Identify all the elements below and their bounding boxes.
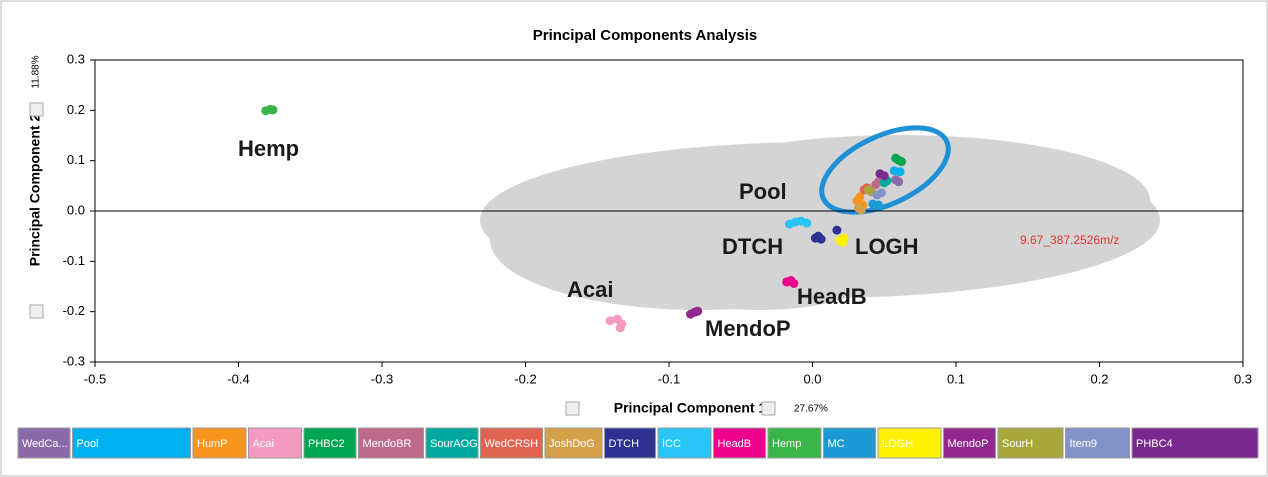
y-tick-label: 0.1 <box>67 152 85 167</box>
x-tick-label: -0.2 <box>514 371 536 386</box>
point <box>832 225 842 235</box>
legend-label: Hemp <box>772 438 801 450</box>
point <box>874 200 884 210</box>
point <box>891 175 901 185</box>
legend-swatch <box>303 427 357 459</box>
legend-swatch <box>713 427 766 459</box>
x-axis-label: Principal Component 1 <box>614 400 767 416</box>
x-tick-label: 0.1 <box>947 371 965 386</box>
legend-label: WedCa... <box>22 438 68 450</box>
annotation: 9.67_387.2526m/z <box>1020 233 1119 247</box>
point <box>871 180 881 190</box>
legend-swatch <box>657 427 712 459</box>
scroll-button[interactable] <box>29 304 44 319</box>
legend-label: PHBC4 <box>1136 438 1173 450</box>
point <box>896 157 906 167</box>
scroll-button[interactable] <box>29 102 44 117</box>
legend-swatch <box>17 427 71 459</box>
legend-label: HumP <box>197 438 228 450</box>
legend-label: Pool <box>77 438 99 450</box>
highlight-ellipse <box>819 125 951 215</box>
point <box>889 166 899 176</box>
point <box>879 171 889 181</box>
point <box>785 219 795 229</box>
y-tick-label: -0.2 <box>63 303 85 318</box>
annotation: LOGH <box>855 234 919 259</box>
point <box>853 203 863 213</box>
legend-label: DTCH <box>609 438 640 450</box>
legend-swatch <box>1065 427 1130 459</box>
x-tick-label: -0.1 <box>658 371 680 386</box>
legend-label: JoshDoG <box>549 438 595 450</box>
point <box>876 188 886 198</box>
legend-swatch <box>248 427 302 459</box>
point <box>838 237 848 247</box>
x-tick-label: -0.5 <box>84 371 106 386</box>
x-tick-label: 0.2 <box>1090 371 1108 386</box>
point <box>605 316 615 326</box>
point <box>693 306 703 316</box>
annotation: Hemp <box>238 136 299 161</box>
legend-swatch <box>480 427 543 459</box>
legend-swatch <box>877 427 942 459</box>
annotation: Pool <box>739 179 787 204</box>
legend-label: ICC <box>662 438 681 450</box>
annotation: HeadB <box>797 284 867 309</box>
legend-label: SourH <box>1002 438 1033 450</box>
y-variance: 11.88% <box>31 55 42 88</box>
y-tick-label: -0.3 <box>63 353 85 368</box>
point <box>852 196 862 206</box>
y-axis-label: Principal Component 2 <box>27 114 43 267</box>
legend-label: PHBC2 <box>308 438 345 450</box>
scroll-button[interactable] <box>565 401 580 416</box>
y-tick-label: -0.1 <box>63 253 85 268</box>
legend-swatch <box>823 427 876 459</box>
point <box>802 218 812 228</box>
x-tick-label: 0.3 <box>1234 371 1252 386</box>
legend-label: MC <box>828 438 845 450</box>
legend-label: SourAOG <box>430 438 478 450</box>
point <box>615 323 625 333</box>
loadings-cloud <box>480 135 1160 310</box>
legend-swatch <box>544 427 603 459</box>
legend-label: HeadB <box>718 438 752 450</box>
y-tick-label: 0.3 <box>67 51 85 66</box>
x-tick-label: 0.0 <box>803 371 821 386</box>
legend-label: LOGH <box>882 438 913 450</box>
legend-swatch <box>604 427 656 459</box>
point <box>268 105 278 115</box>
x-tick-label: -0.3 <box>371 371 393 386</box>
legend-label: MendoBR <box>363 438 412 450</box>
x-tick-label: -0.4 <box>227 371 249 386</box>
chart-title: Principal Components Analysis <box>533 27 758 44</box>
legend-swatch <box>767 427 822 459</box>
legend-label: WedCRSH <box>485 438 539 450</box>
legend-label: Item9 <box>1070 438 1098 450</box>
legend-swatch <box>943 427 996 459</box>
point <box>789 278 799 288</box>
scroll-button[interactable] <box>761 401 776 416</box>
legend-label: MendoP <box>948 438 989 450</box>
legend-swatch <box>425 427 479 459</box>
y-tick-label: 0.2 <box>67 102 85 117</box>
legend-swatch <box>358 427 424 459</box>
annotation: DTCH <box>722 234 783 259</box>
legend-swatch <box>997 427 1064 459</box>
annotation: Acai <box>567 277 613 302</box>
legend-swatch <box>192 427 247 459</box>
x-variance: 27.67% <box>794 404 828 415</box>
legend-swatch <box>72 427 191 459</box>
point <box>816 234 826 244</box>
legend-label: Acai <box>253 438 274 450</box>
legend-swatch <box>1131 427 1259 459</box>
y-tick-label: 0.0 <box>67 202 85 217</box>
annotation: MendoP <box>705 316 791 341</box>
